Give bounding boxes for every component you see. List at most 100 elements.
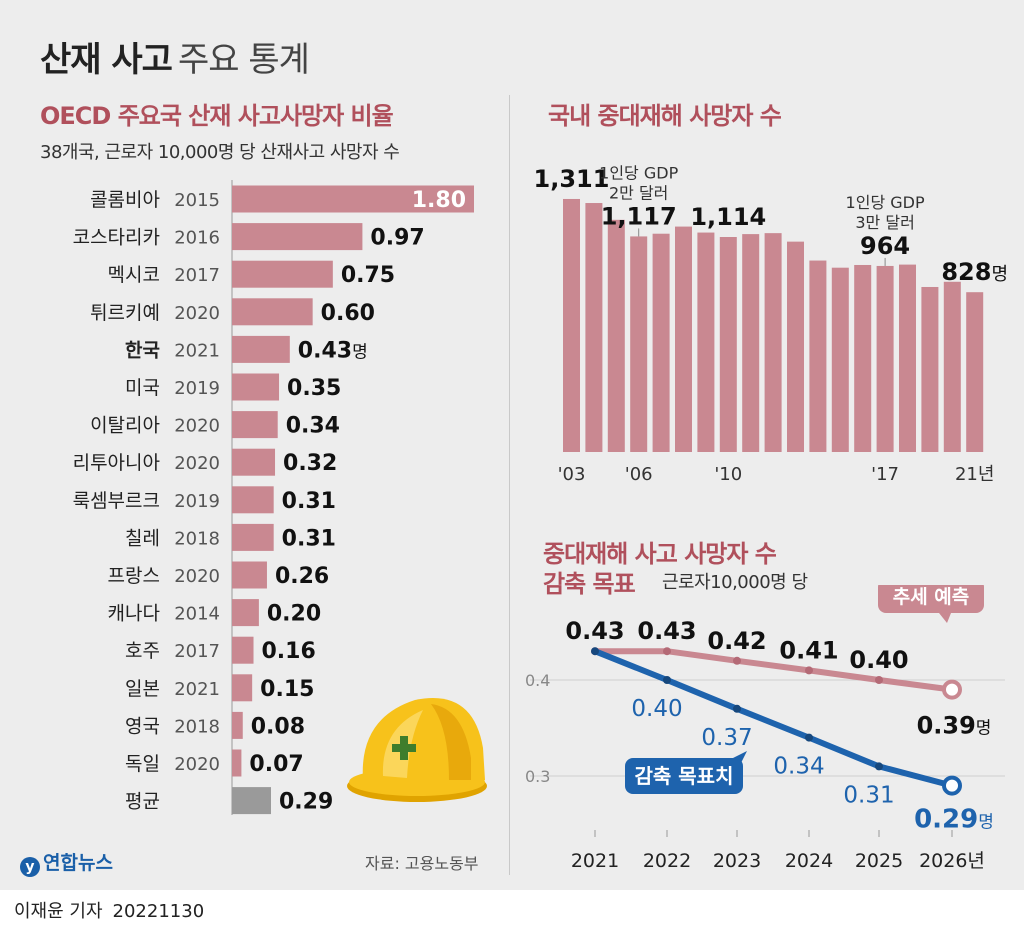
infographic-card: 산재 사고 주요 통계 OECD 주요국 산재 사고사망자 비율 38개국, 근로… bbox=[0, 0, 1024, 890]
oecd-country-label: 캐나다 bbox=[108, 603, 160, 625]
oecd-country-label: 한국 bbox=[125, 339, 160, 361]
reporter: 이재윤 기자 bbox=[14, 901, 103, 922]
oecd-year-label: 2015 bbox=[174, 190, 220, 211]
oecd-bar-9 bbox=[232, 523, 274, 551]
domestic-bar-2021 bbox=[966, 292, 984, 452]
byline: 이재윤 기자 20221130 bbox=[14, 897, 204, 923]
source-note: 자료: 고용노동부 bbox=[365, 854, 479, 873]
oecd-bar-12 bbox=[232, 636, 254, 664]
domestic-bar-2009 bbox=[697, 232, 715, 452]
trend-value-label: 0.42 bbox=[707, 627, 766, 655]
oecd-chart-title: OECD 주요국 산재 사고사망자 비율 bbox=[40, 102, 394, 130]
oecd-bar-14 bbox=[232, 711, 243, 739]
oecd-country-label: 독일 bbox=[125, 753, 160, 775]
target-line-chart: 0.4 0.3 2021 2022 2023 2024 2025 2026년 0.43 0.43 0… bbox=[525, 585, 1005, 872]
oecd-chart-subtitle: 38개국, 근로자 10,000명 당 산재사고 사망자 수 bbox=[40, 142, 400, 163]
target-value-label: 0.37 bbox=[701, 725, 752, 751]
target-ytick-label: 0.4 bbox=[525, 671, 550, 690]
target-series-line-0 bbox=[592, 648, 955, 693]
oecd-bar-16 bbox=[232, 787, 271, 815]
domestic-annotation-line1: 1인당 GDP bbox=[599, 163, 678, 182]
oecd-year-label: 2021 bbox=[174, 679, 220, 700]
oecd-unit-label: 명 bbox=[352, 342, 368, 362]
oecd-value-label: 0.60 bbox=[321, 301, 375, 326]
target-callout-pointer bbox=[727, 751, 747, 771]
oecd-country-label: 영국 bbox=[125, 715, 160, 737]
target-series-endpoint bbox=[942, 775, 962, 796]
domestic-value-label: 1,117 bbox=[601, 202, 677, 230]
domestic-bar-2011 bbox=[742, 234, 760, 452]
oecd-bar-11 bbox=[232, 599, 259, 627]
oecd-value-label: 0.43명 bbox=[298, 338, 368, 363]
domestic-bar-2007 bbox=[652, 233, 670, 452]
oecd-bar-4 bbox=[232, 335, 290, 363]
trend-unit-label: 명 bbox=[976, 719, 992, 739]
target-series-line-1 bbox=[592, 648, 955, 789]
section-divider bbox=[509, 95, 510, 875]
trend-value-label: 0.41 bbox=[779, 636, 838, 664]
trend-value-label: 0.39명 bbox=[917, 712, 992, 740]
oecd-value-label: 0.07 bbox=[249, 752, 303, 777]
domestic-chart-title: 국내 중대재해 사망자 수 bbox=[548, 102, 782, 130]
domestic-value-label: 828명 bbox=[941, 258, 1008, 286]
oecd-value-label: 0.34 bbox=[286, 414, 340, 439]
domestic-tick-label: 21년 bbox=[955, 464, 994, 485]
domestic-annotation-line2: 2만 달러 bbox=[609, 183, 668, 202]
oecd-year-label: 2017 bbox=[174, 265, 220, 286]
oecd-value-label: 0.97 bbox=[370, 226, 424, 251]
target-value-label: 0.34 bbox=[773, 754, 824, 780]
oecd-value-label: 0.16 bbox=[262, 639, 316, 664]
oecd-value-label: 0.31 bbox=[282, 489, 336, 514]
domestic-value-label: 1,311 bbox=[534, 165, 610, 193]
domestic-bar-2005 bbox=[607, 219, 625, 452]
oecd-year-label: 2019 bbox=[174, 378, 220, 399]
domestic-tick-label: '10 bbox=[714, 464, 742, 485]
oecd-value-label: 0.35 bbox=[287, 376, 341, 401]
oecd-year-label: 2020 bbox=[174, 754, 220, 775]
oecd-bar-chart: 콜롬비아 2015 1.80 코스타리카 2016 0.97 멕시코 2017 0.75 튀르키예… bbox=[73, 180, 474, 815]
oecd-country-label: 멕시코 bbox=[108, 264, 160, 286]
oecd-year-label: 2020 bbox=[174, 453, 220, 474]
target-series-point bbox=[805, 733, 813, 742]
yonhap-logo: y 연합뉴스 bbox=[20, 848, 113, 877]
oecd-country-label: 리투아니아 bbox=[73, 452, 160, 474]
oecd-year-label: 2018 bbox=[174, 716, 220, 737]
target-value-label: 0.29명 bbox=[914, 805, 994, 835]
hard-hat-icon bbox=[347, 698, 487, 802]
target-unit-label: 명 bbox=[978, 813, 994, 833]
oecd-year-label: 2016 bbox=[174, 228, 220, 249]
oecd-bar-7 bbox=[232, 448, 276, 476]
target-series-point bbox=[733, 656, 741, 665]
target-value-label: 0.31 bbox=[843, 782, 894, 808]
domestic-tick-label: '17 bbox=[871, 464, 899, 485]
title-bold: 산재 사고 bbox=[40, 40, 173, 80]
oecd-year-label: 2017 bbox=[174, 641, 220, 662]
domestic-bar-2008 bbox=[675, 226, 692, 452]
title-light: 주요 통계 bbox=[177, 40, 310, 80]
target-x-label: 2024 bbox=[785, 850, 833, 872]
trend-callout-box bbox=[878, 585, 984, 613]
oecd-bar-2 bbox=[232, 260, 333, 288]
target-series-point bbox=[663, 647, 671, 656]
oecd-bar-15 bbox=[232, 749, 242, 777]
domestic-bar-2004 bbox=[585, 203, 603, 452]
target-series-point bbox=[875, 762, 883, 771]
domestic-bar-2018 bbox=[899, 264, 916, 452]
oecd-bar-5 bbox=[232, 373, 280, 401]
domestic-annotation-line1: 1인당 GDP bbox=[846, 193, 925, 212]
oecd-country-label: 콜롬비아 bbox=[90, 189, 160, 211]
domestic-bar-2017 bbox=[876, 265, 894, 452]
trend-callout-pointer bbox=[939, 613, 951, 623]
oecd-country-label: 미국 bbox=[125, 377, 160, 399]
oecd-country-label: 호주 bbox=[125, 640, 160, 662]
domestic-unit-label: 명 bbox=[991, 264, 1008, 285]
domestic-bar-2013 bbox=[787, 241, 804, 452]
oecd-bar-10 bbox=[232, 561, 267, 589]
oecd-year-label: 2020 bbox=[174, 416, 220, 437]
oecd-value-label: 0.75 bbox=[341, 263, 395, 288]
target-x-label: 2026년 bbox=[919, 850, 985, 872]
domestic-bar-2016 bbox=[854, 264, 872, 452]
oecd-bar-8 bbox=[232, 486, 274, 514]
oecd-year-label: 2020 bbox=[174, 303, 220, 324]
logo-mark: y bbox=[20, 857, 40, 877]
